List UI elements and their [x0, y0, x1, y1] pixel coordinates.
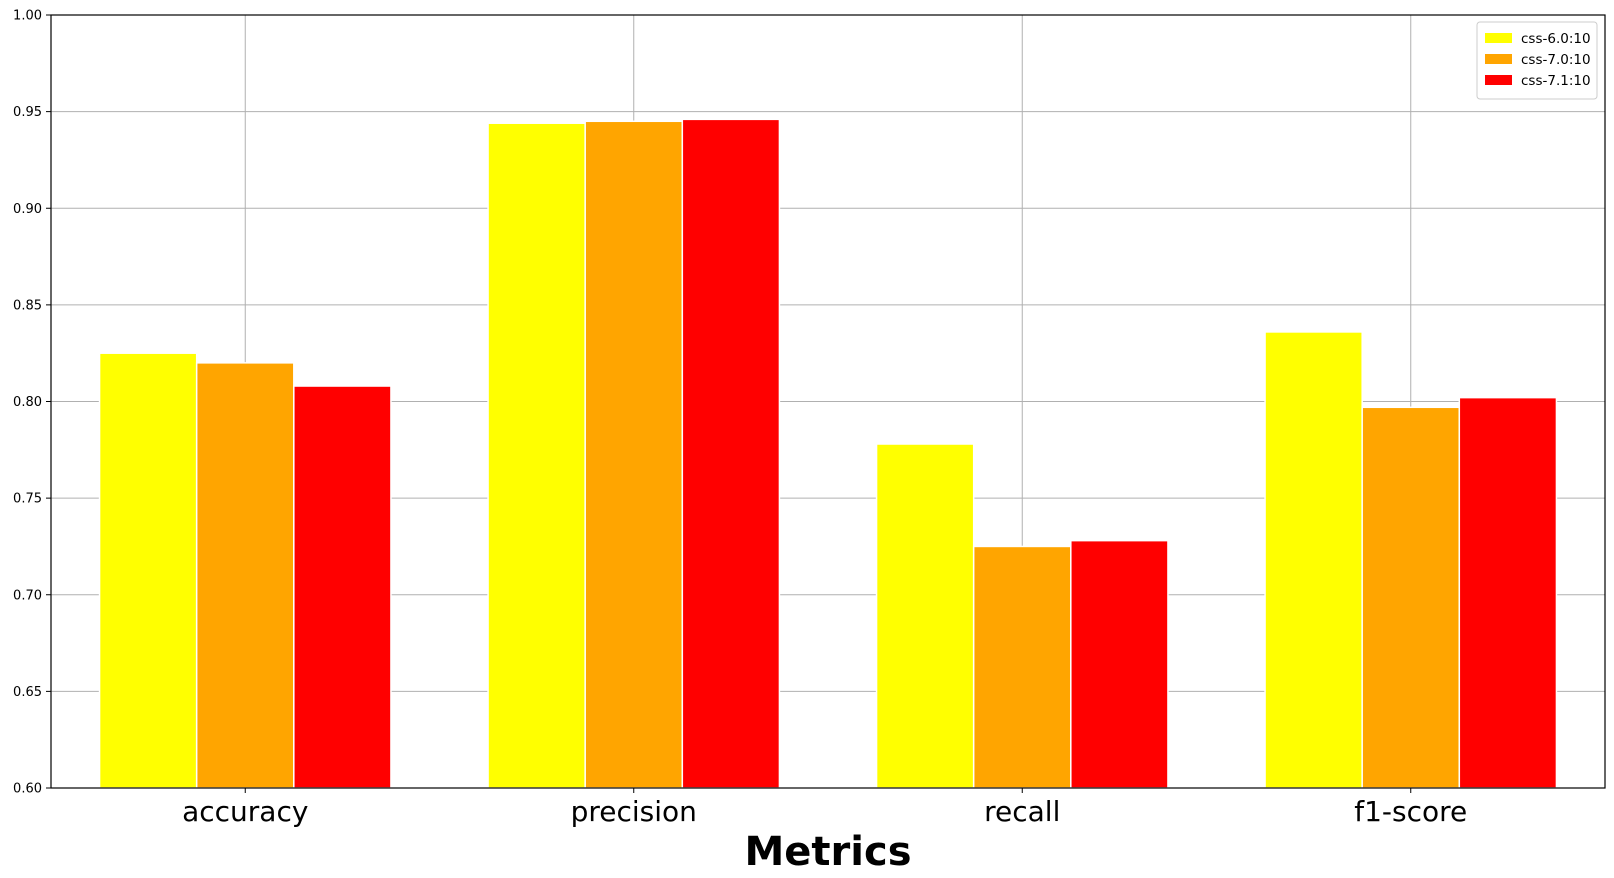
bars [98, 118, 1558, 789]
y-tick-label: 0.60 [13, 782, 42, 797]
x-axis-label: Metrics [744, 829, 911, 875]
y-tick-label: 0.80 [13, 395, 42, 410]
y-tick-label: 0.85 [13, 298, 42, 313]
bar-precision-series-1 [584, 120, 684, 789]
x-tick-label: precision [571, 795, 697, 828]
x-axis-ticks: accuracy precision recall f1-score [182, 788, 1467, 828]
bar-f1-score-series-1 [1361, 406, 1461, 789]
y-tick-label: 0.90 [13, 202, 42, 217]
legend: css-6.0:10 css-7.0:10 css-7.1:10 [1476, 21, 1598, 100]
legend-swatch [1485, 54, 1512, 64]
legend-swatch [1485, 75, 1512, 85]
y-tick-label: 0.95 [13, 105, 42, 120]
x-tick-label: recall [984, 795, 1060, 828]
bar-recall-series-1 [972, 545, 1072, 789]
y-axis-ticks: 0.60 0.65 0.70 0.75 0.80 0.85 0.90 0.95 1.00 [13, 9, 51, 797]
bar-recall-series-2 [1070, 539, 1169, 789]
bar-precision-series-2 [681, 118, 781, 789]
bar-accuracy-series-1 [195, 362, 295, 789]
legend-label: css-6.0:10 [1521, 31, 1591, 47]
y-tick-label: 0.75 [13, 492, 42, 507]
legend-label: css-7.0:10 [1521, 52, 1591, 68]
x-tick-label: f1-score [1354, 795, 1467, 828]
bar-f1-score-series-2 [1458, 396, 1558, 789]
legend-swatch [1485, 33, 1512, 43]
y-tick-label: 1.00 [13, 9, 42, 24]
bar-accuracy-series-2 [293, 385, 392, 789]
bar-accuracy-series-0 [98, 352, 198, 789]
x-tick-label: accuracy [182, 795, 308, 828]
bar-precision-series-0 [487, 122, 586, 789]
y-tick-label: 0.70 [13, 588, 42, 603]
legend-label: css-7.1:10 [1521, 73, 1591, 89]
bar-f1-score-series-0 [1264, 331, 1363, 789]
y-tick-label: 0.65 [13, 685, 42, 700]
bar-recall-series-0 [875, 443, 975, 789]
